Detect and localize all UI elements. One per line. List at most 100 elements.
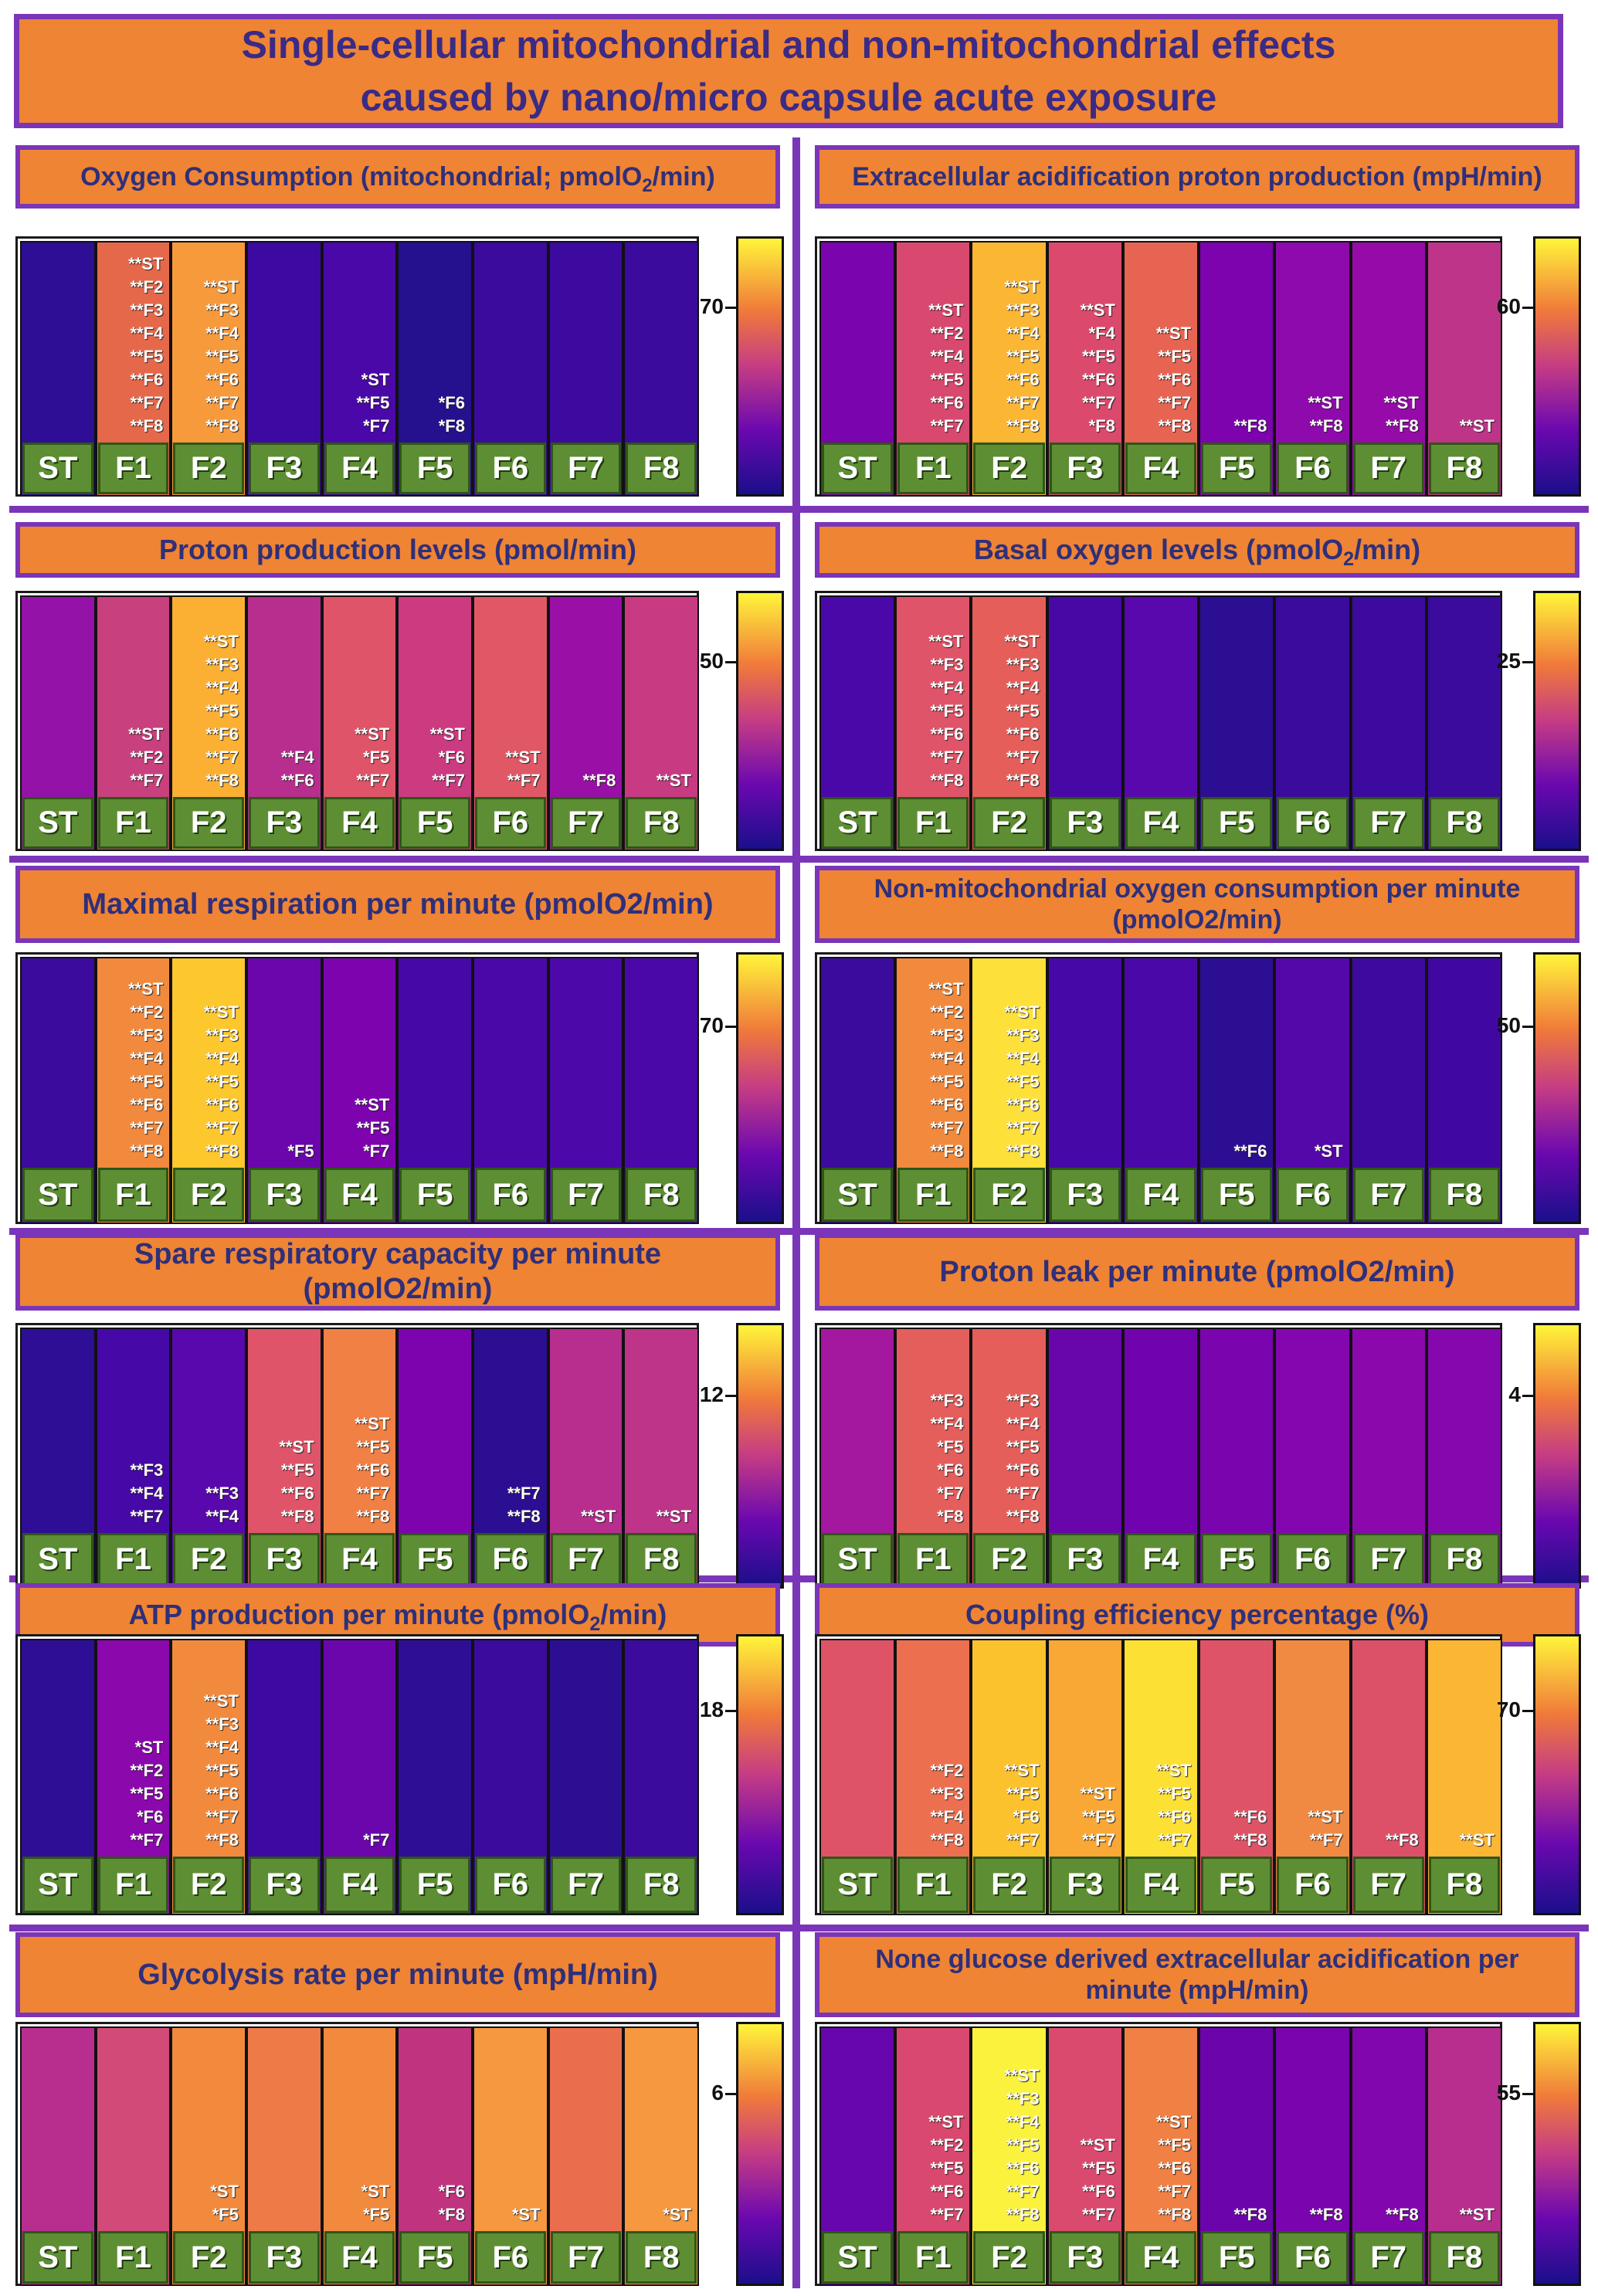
bar-label: F1 [897,2231,969,2284]
annotation-line: *F5 [937,1437,964,1457]
annotation-line: **F3 [130,300,164,320]
panel-title: Maximal respiration per minute (pmolO2/m… [15,866,780,943]
bar-label: F4 [1125,2231,1197,2284]
annotation-line: **ST [355,1095,390,1114]
colorbar-label: 70 [1496,1697,1521,1721]
bar-label: F6 [475,443,546,494]
annotation-line: **F5 [1006,347,1040,366]
bar-label: F5 [1201,443,1273,494]
annotation-line: **F5 [930,370,964,389]
annotation-line: **F7 [205,748,239,767]
annotation-line: **ST [1155,324,1192,343]
annotation-line: **F5 [930,2159,964,2178]
significance-annotation: **ST **F2 **F5 **F6 **F7 [928,2111,963,2226]
annotation-line: **F2 [130,277,164,297]
bar-label: F7 [550,1533,622,1586]
annotation-line: **F8 [130,1141,164,1161]
bar-label: F2 [973,1533,1045,1586]
bar-label: F5 [1201,1857,1273,1913]
annotation-line: *F6 [438,748,465,767]
bar-label: F4 [324,1533,395,1586]
bar-label: F8 [1428,797,1500,849]
annotation-line: **F4 [130,324,164,343]
annotation-line: **F3 [130,1460,164,1480]
bar-label: ST [22,2231,93,2284]
annotation-line: **F7 [1082,393,1115,412]
heatmap-frame: ST F1 **ST **F2 **F3 **F4 **F5 **F6 **F7 **F8 F2 **… [15,952,699,1224]
significance-annotation: **F8 [1234,415,1267,438]
annotation-line: **F5 [205,347,239,366]
annotation-line: **F8 [205,1141,239,1161]
bar-label: F8 [626,1168,697,1222]
significance-annotation: **F2 **F3 **F4 **F8 [931,1759,964,1852]
annotation-line: **F8 [930,771,964,790]
annotation-line: **F5 [1006,1784,1040,1803]
annotation-line: *ST [134,1738,164,1757]
annotation-line: **F7 [130,1830,164,1850]
significance-annotation: **ST **F8 [1384,392,1419,438]
annotation-line: **ST [1383,393,1419,412]
bar-label: F2 [973,2231,1045,2284]
significance-annotation: **ST *F6 **F7 [430,723,465,792]
annotation-line: **F3 [205,300,239,320]
bar-label: F3 [1049,2231,1121,2284]
annotation-line: *F8 [1088,416,1115,436]
annotation-line: **F7 [930,748,964,767]
bar-label: F6 [475,797,546,849]
annotation-line: *ST [1314,1141,1343,1161]
vertical-divider [792,137,800,2288]
panel-title: Proton leak per minute (pmolO2/min) [815,1233,1579,1311]
bar-label: ST [822,797,894,849]
annotation-line: *F5 [212,2205,239,2224]
annotation-line: **ST [128,724,164,744]
annotation-line: **F7 [1006,1118,1040,1138]
significance-annotation: **ST [581,1505,616,1528]
significance-annotation: **ST **F5 **F6 **F7 **F8 [1156,2111,1191,2226]
annotation-line: **F6 [1082,2182,1115,2201]
colorbar-tick [1522,1026,1535,1028]
bar-label: F3 [249,797,320,849]
bar-label: F2 [173,2231,244,2284]
annotation-line: **ST [203,1691,239,1711]
bar-label: F1 [897,443,969,494]
significance-annotation: *ST *F5 [361,2180,390,2226]
significance-annotation: **ST **F5 **F6 **F8 [279,1436,314,1528]
annotation-line: *ST [511,2205,541,2224]
colorbar-tick [1522,2093,1535,2095]
annotation-line: **ST [928,2112,964,2132]
annotation-line: **ST [1080,300,1115,320]
heatmap-frame: ST F1 **ST **F2 **F4 **F5 **F6 **F7 F2 **ST **F3 **… [815,236,1502,497]
annotation-line: **F8 [1158,416,1192,436]
panel-title: Extracellular acidification proton produ… [815,145,1579,209]
annotation-line: **ST [1004,2066,1040,2085]
panel-title-text: Glycolysis rate per minute (mpH/min) [137,1958,658,1991]
annotation-line: **F7 [356,771,390,790]
annotation-line: **F8 [205,1830,239,1850]
bar-label: F2 [173,1857,244,1913]
row-divider [9,1228,1589,1235]
annotation-line: **F4 [1006,678,1040,697]
annotation-line: **F2 [930,324,964,343]
significance-annotation: *ST *F5 [210,2180,239,2226]
bar-label: F4 [1125,797,1197,849]
bar-label: F3 [249,2231,320,2284]
annotation-line: **F3 [1006,1391,1040,1410]
significance-annotation: **ST **F2 **F3 **F4 **F5 **F6 **F7 **F8 [928,978,963,1163]
significance-annotation: **ST **F2 **F4 **F5 **F6 **F7 [928,299,963,438]
annotation-line: **F7 [1082,1830,1115,1850]
bar-label: F2 [973,443,1045,494]
bar-label: F8 [626,2231,697,2284]
annotation-line: **F7 [507,1484,541,1503]
annotation-line: **F8 [1385,416,1419,436]
annotation-line: **ST [505,748,541,767]
heatmap-frame: ST F1 **F3 **F4 **F7 F2 **F3 **F4 F3 **ST **F5 **F6… [15,1323,699,1589]
bar-label: F7 [550,2231,622,2284]
annotation-line: **F5 [205,701,239,721]
significance-annotation: **F8 [1234,2203,1267,2226]
annotation-line: **F8 [1233,1830,1267,1850]
significance-annotation: **F4 **F6 [281,746,314,792]
annotation-line: **ST [1155,2112,1192,2132]
annotation-line: **ST [1308,393,1343,412]
annotation-line: **F6 [1158,2159,1192,2178]
annotation-line: **F4 [205,1049,239,1068]
